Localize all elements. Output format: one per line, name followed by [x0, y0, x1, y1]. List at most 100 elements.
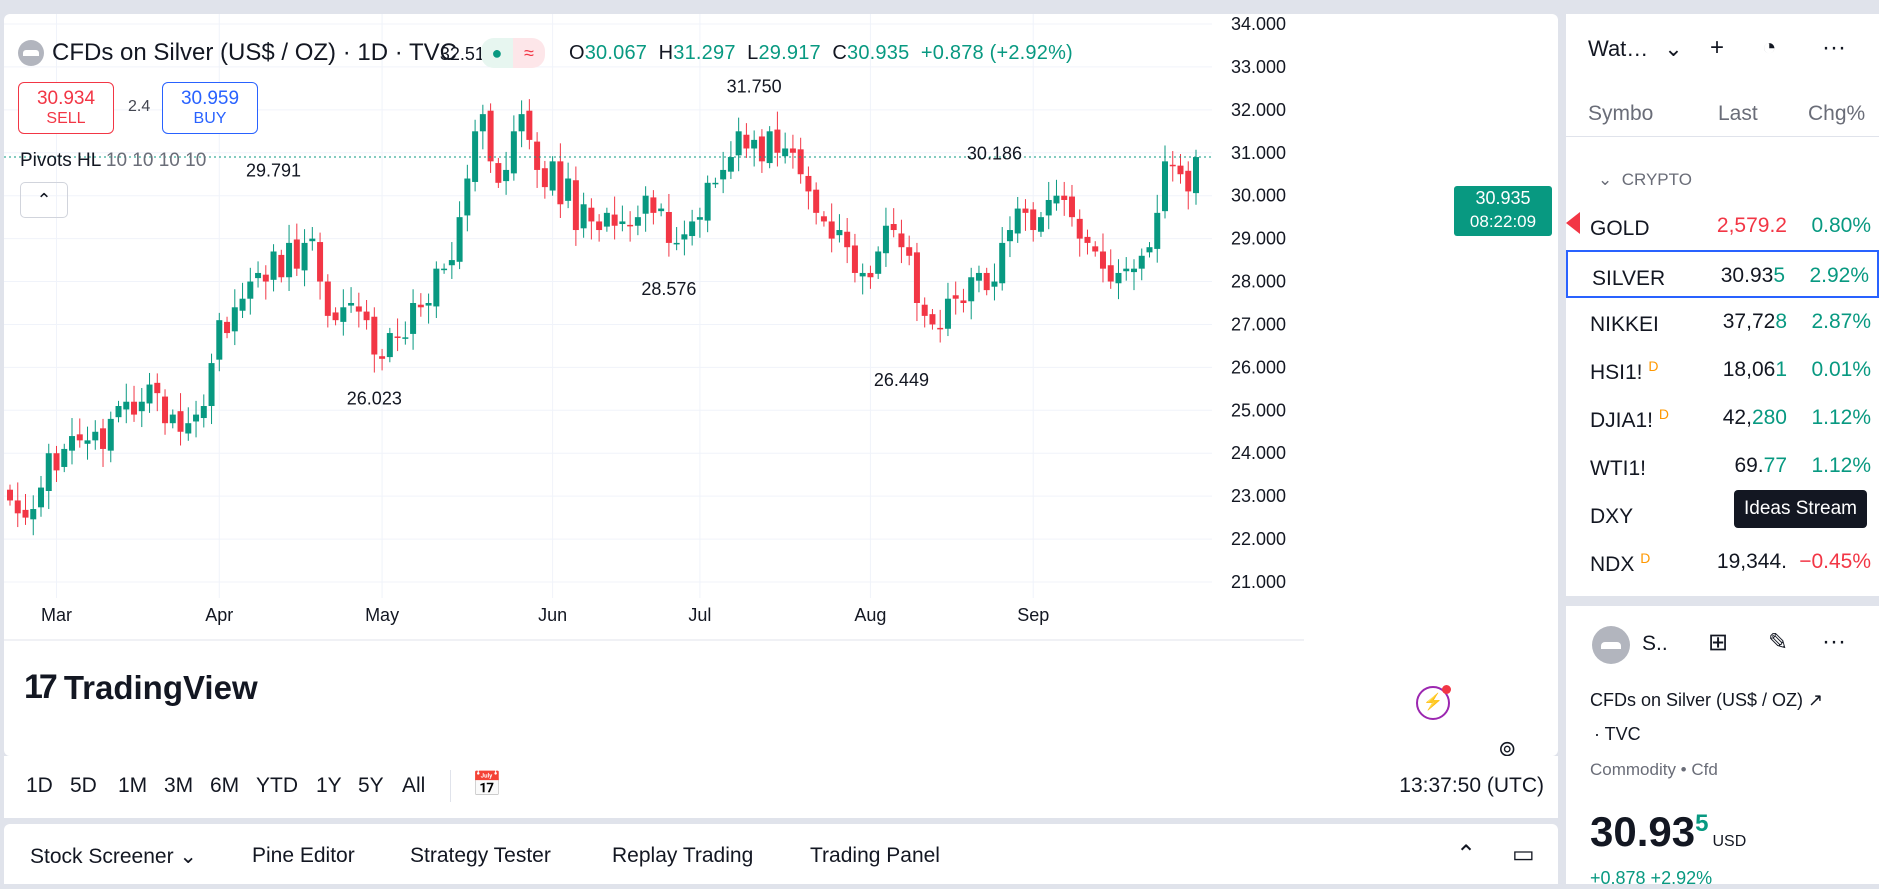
candle	[720, 169, 727, 180]
candle	[394, 336, 401, 338]
candle	[371, 316, 378, 355]
candle	[619, 221, 626, 225]
candle	[107, 418, 114, 451]
candle	[944, 298, 951, 329]
column-last[interactable]: Last	[1718, 102, 1758, 125]
chevron-down-icon[interactable]: ⌄	[1664, 36, 1683, 61]
ohlc-close: 30.935	[847, 41, 910, 64]
pie-chart-icon[interactable]: ◔	[1762, 34, 1777, 61]
watchlist-header[interactable]: Wat… ⌄	[1588, 36, 1683, 62]
price-chart[interactable]: 34.000 33.000 32.000 31.000 30.000 29.000 28.0…	[4, 14, 1558, 756]
row-last-tail: 5	[1773, 264, 1785, 287]
tradingview-logo[interactable]: 17 TradingView	[24, 668, 258, 707]
candle	[766, 131, 773, 164]
watchlist-row-wti1[interactable]: WTI1! 69.77 1.12%	[1566, 442, 1879, 490]
tab-trading-panel[interactable]: Trading Panel	[810, 844, 940, 867]
timeframe-1d[interactable]: 1D	[26, 774, 53, 797]
sell-price: 30.934	[36, 88, 96, 109]
symbol-icon	[1592, 626, 1630, 664]
x-tick-label: Jul	[688, 605, 711, 625]
chart-settings-icon[interactable]: ⊚	[1498, 736, 1517, 756]
timeframe-3m[interactable]: 3M	[164, 774, 194, 797]
watchlist-row-silver[interactable]: SILVER 30.935 2.92%	[1566, 250, 1879, 298]
clock-utc[interactable]: 13:37:50 (UTC)	[1399, 774, 1544, 797]
bar-countdown: 08:22:09	[1469, 212, 1537, 231]
column-symbol[interactable]: Symbo	[1588, 102, 1654, 125]
details-exchange[interactable]: · TVC	[1594, 724, 1641, 744]
grid-icon[interactable]: ⊞	[1708, 629, 1729, 656]
candle	[518, 114, 525, 132]
flag-icon[interactable]	[1566, 212, 1580, 234]
maximize-icon[interactable]: ▭	[1512, 841, 1535, 868]
pivot-label: 31.750	[727, 77, 782, 97]
tab-stock-screener[interactable]: Stock Screener ⌄	[30, 844, 197, 869]
candle	[464, 178, 471, 216]
timeframe-all[interactable]: All	[402, 774, 426, 797]
column-chg[interactable]: Chg%	[1808, 102, 1866, 125]
watchlist-title[interactable]: Wat…	[1588, 36, 1649, 61]
row-last: 69.77	[1734, 454, 1787, 478]
market-status-pill[interactable]: ● ≈	[480, 38, 545, 68]
candle	[1107, 265, 1114, 282]
watchlist-row-djia1[interactable]: DJIA1! D 42,280 1.12%	[1566, 394, 1879, 442]
timeframe-ytd[interactable]: YTD	[256, 774, 298, 797]
y-tick-label: 30.000	[1231, 186, 1286, 206]
watchlist-row-nikkei[interactable]: NIKKEI 37,728 2.87%	[1566, 298, 1879, 346]
add-symbol-icon[interactable]: +	[1710, 34, 1725, 61]
candle	[1084, 236, 1091, 243]
candle	[751, 139, 758, 149]
calendar-icon[interactable]: 📅	[472, 771, 502, 798]
collapse-legend-button[interactable]: ⌃	[20, 182, 68, 218]
bolt-icon[interactable]: ⚡	[1416, 685, 1451, 720]
edit-icon[interactable]: ✎	[1768, 629, 1789, 656]
watchlist-row-hsi1[interactable]: HSI1! D 18,061 0.01%	[1566, 346, 1879, 394]
candle	[146, 384, 153, 404]
chevron-up-icon[interactable]: ⌃	[1456, 841, 1477, 868]
indicator-legend[interactable]: Pivots HL 10 10 10 10	[20, 150, 206, 172]
details-name[interactable]: CFDs on Silver (US$ / OZ) ↗	[1590, 690, 1823, 711]
watchlist-group-crypto[interactable]: ⌄ CRYPTO	[1598, 170, 1692, 190]
watchlist-row-ndx[interactable]: NDX D 19,344. −0.45%	[1566, 538, 1879, 586]
symbol-title[interactable]: CFDs on Silver (US$ / OZ) · 1D · TVC	[52, 39, 457, 66]
candle	[510, 131, 517, 174]
pivot-label: 30.186	[967, 144, 1022, 164]
row-chg: 1.12%	[1811, 454, 1871, 477]
candle	[541, 168, 548, 188]
ohlc-change: +0.878 (+2.92%)	[920, 41, 1073, 64]
tab-strategy-tester[interactable]: Strategy Tester	[410, 844, 551, 867]
candle	[1092, 246, 1099, 252]
row-chg: −0.45%	[1799, 550, 1871, 573]
external-link-icon[interactable]: ↗	[1808, 690, 1824, 710]
buy-button[interactable]: 30.959 BUY	[162, 82, 258, 134]
timeframe-5y[interactable]: 5Y	[358, 774, 384, 797]
chart-panel[interactable]: 34.000 33.000 32.000 31.000 30.000 29.000 28.0…	[4, 14, 1558, 756]
sidebar-toggle[interactable]	[1560, 748, 1570, 788]
details-symbol[interactable]: S..	[1642, 632, 1668, 655]
candle	[999, 242, 1006, 284]
timeframe-1m[interactable]: 1M	[118, 774, 148, 797]
candle	[348, 303, 355, 306]
candle	[898, 233, 905, 248]
candle	[340, 307, 347, 322]
timeframe-5d[interactable]: 5D	[70, 774, 97, 797]
candle	[22, 509, 29, 518]
timeframe-6m[interactable]: 6M	[210, 774, 240, 797]
tab-stock-screener-label: Stock Screener	[30, 845, 174, 868]
row-chg: 2.87%	[1811, 310, 1871, 333]
delayed-badge: D	[1640, 550, 1651, 566]
tradingview-logo-text: TradingView	[63, 668, 258, 706]
more-icon[interactable]: ···	[1822, 628, 1846, 655]
candle	[1154, 212, 1161, 249]
candle	[828, 221, 835, 239]
candle	[867, 272, 874, 278]
more-icon[interactable]: ···	[1822, 34, 1846, 61]
watchlist-row-gold[interactable]: GOLD 2,579.2 0.80%	[1566, 202, 1879, 250]
tab-pine-editor[interactable]: Pine Editor	[252, 844, 355, 867]
timeframe-1y[interactable]: 1Y	[316, 774, 342, 797]
tab-replay-trading[interactable]: Replay Trading	[612, 844, 754, 867]
row-last: 18,061	[1723, 358, 1787, 382]
candle	[588, 207, 595, 222]
candle	[1006, 230, 1013, 242]
sell-button[interactable]: 30.934 SELL	[18, 82, 114, 134]
details-price-main: 30.93	[1590, 808, 1696, 855]
